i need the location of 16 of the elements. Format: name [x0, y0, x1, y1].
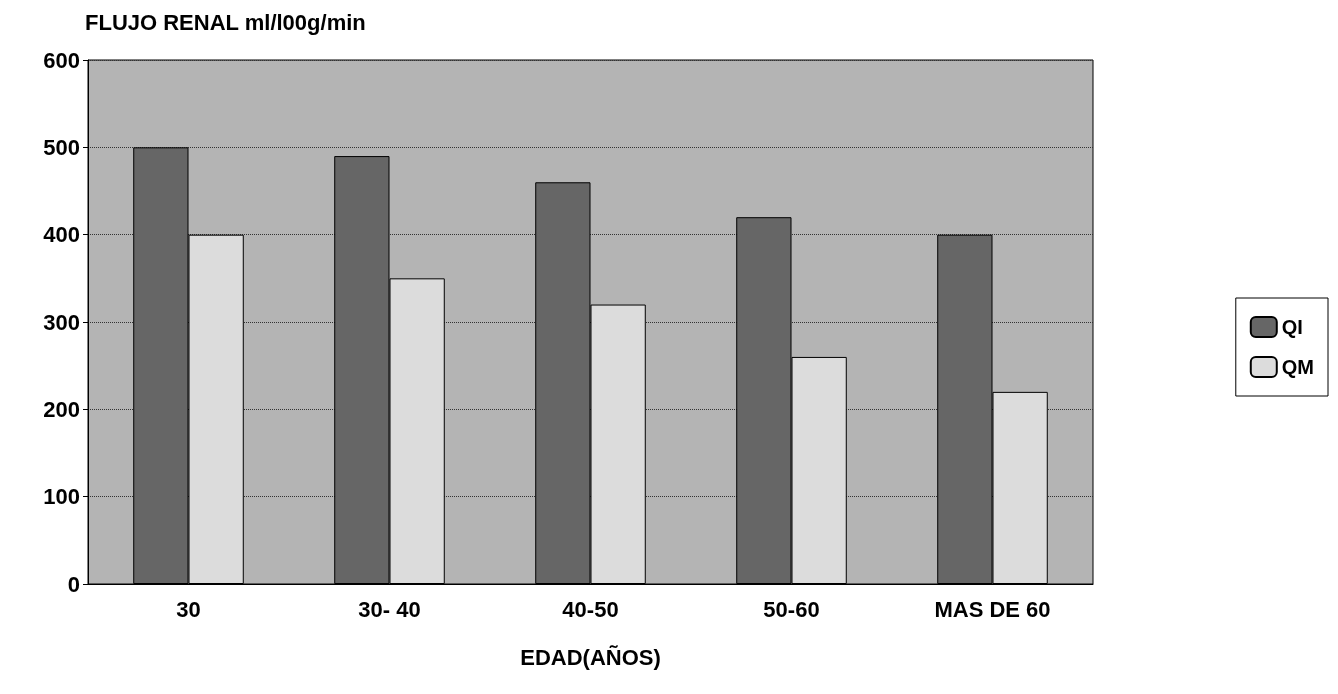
chart-title: FLUJO RENAL ml/l00g/min	[85, 9, 366, 35]
x-axis-title: EDAD(AÑOS)	[520, 644, 661, 670]
x-tick-label: 30	[176, 596, 201, 622]
legend-label: QI	[1281, 316, 1303, 338]
y-tick-label: 200	[43, 396, 80, 422]
x-tick-label: MAS DE 60	[934, 596, 1051, 622]
x-tick-label: 30- 40	[358, 596, 421, 622]
y-tick-label: 500	[43, 134, 80, 160]
y-tick-label: 600	[43, 47, 80, 73]
y-tick-label: 100	[43, 484, 80, 510]
y-tick-label: 0	[67, 571, 80, 597]
y-tick-label: 400	[43, 222, 80, 248]
legend-label: QM	[1281, 356, 1314, 378]
x-tick-label: 40-50	[562, 596, 619, 622]
x-tick-label: 50-60	[763, 596, 820, 622]
y-tick-label: 300	[43, 309, 80, 335]
